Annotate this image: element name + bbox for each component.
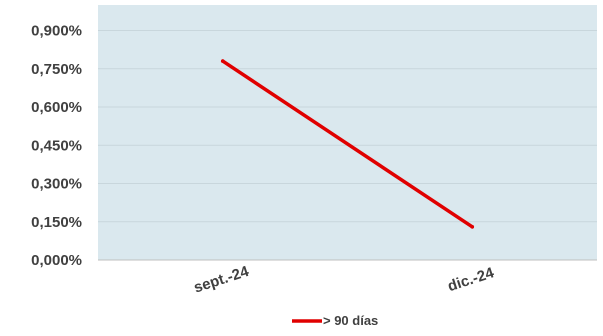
plot-area [98,5,597,260]
legend-label: > 90 días [323,313,378,328]
y-tick-label: 0,750% [31,61,82,78]
x-tick-label: sept.-24 [192,263,252,297]
y-tick-label: 0,150% [31,214,82,231]
data-point [470,225,475,229]
series-lines [220,59,475,229]
y-tick-label: 0,450% [31,137,82,154]
y-tick-label: 0,300% [31,176,82,193]
y-tick-label: 0,600% [31,99,82,116]
x-tick-label: dic.-24 [446,264,497,295]
y-tick-label: 0,900% [31,23,82,40]
legend: > 90 días [292,313,378,328]
y-tick-label: 0,000% [31,252,82,269]
series-line [221,59,474,229]
data-point [220,59,225,63]
